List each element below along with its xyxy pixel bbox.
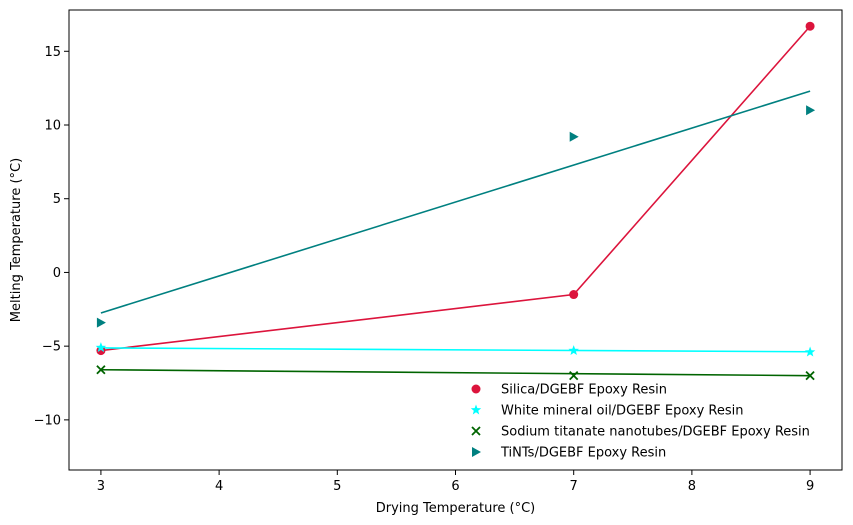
data-point-series-3 [806, 105, 816, 116]
x-axis-ticks: 3 4 5 6 7 8 9 [97, 470, 814, 494]
plot-frame [68, 9, 843, 471]
x-axis-label: Drying Temperature (°C) [376, 501, 536, 516]
data-point-series-0 [96, 346, 106, 356]
data-point-series-2 [569, 371, 579, 381]
y-tick-label: 5 [53, 192, 61, 207]
series-line-3 [100, 90, 811, 314]
y-axis-ticks: −10 −5 0 5 10 15 [34, 45, 69, 428]
data-point-series-2 [805, 371, 815, 381]
series-line-0 [100, 25, 811, 352]
legend: Silica/DGEBF Epoxy Resin White mineral oi… [470, 383, 810, 461]
data-point-series-2 [96, 365, 106, 375]
y-tick-label: 0 [53, 266, 61, 281]
x-tick-label: 9 [806, 479, 814, 494]
y-tick-label: −5 [42, 340, 61, 355]
x-tick-label: 3 [97, 479, 105, 494]
x-tick-label: 5 [333, 479, 341, 494]
data-point-series-1 [568, 345, 579, 356]
series-line-2 [100, 368, 811, 377]
data-point-series-0 [805, 21, 815, 31]
x-tick-label: 4 [215, 479, 223, 494]
series-line-1 [100, 347, 811, 353]
y-tick-label: 10 [44, 119, 61, 134]
y-tick-label: 15 [44, 45, 61, 60]
legend-entry-0: Silica/DGEBF Epoxy Resin [501, 383, 667, 398]
legend-marker-1 [470, 404, 482, 415]
data-point-series-1 [804, 346, 816, 357]
legend-marker-0 [471, 384, 481, 394]
legend-entry-2: Sodium titanate nanotubes/DGEBF Epoxy Re… [501, 425, 810, 440]
x-tick-label: 7 [570, 479, 578, 494]
y-tick-label: −10 [34, 413, 61, 428]
fit-lines [100, 25, 811, 377]
data-points [95, 21, 816, 381]
x-tick-label: 8 [688, 479, 696, 494]
legend-entry-3: TiNTs/DGEBF Epoxy Resin [500, 446, 666, 461]
legend-marker-2 [471, 426, 481, 436]
legend-marker-3 [472, 447, 481, 457]
legend-entry-1: White mineral oil/DGEBF Epoxy Resin [501, 404, 744, 419]
data-point-series-0 [569, 290, 579, 300]
data-point-series-1 [95, 342, 107, 353]
x-tick-label: 6 [451, 479, 459, 494]
data-point-series-3 [569, 131, 579, 142]
y-axis-label: Melting Temperature (°C) [9, 158, 24, 322]
data-point-series-3 [96, 317, 106, 328]
